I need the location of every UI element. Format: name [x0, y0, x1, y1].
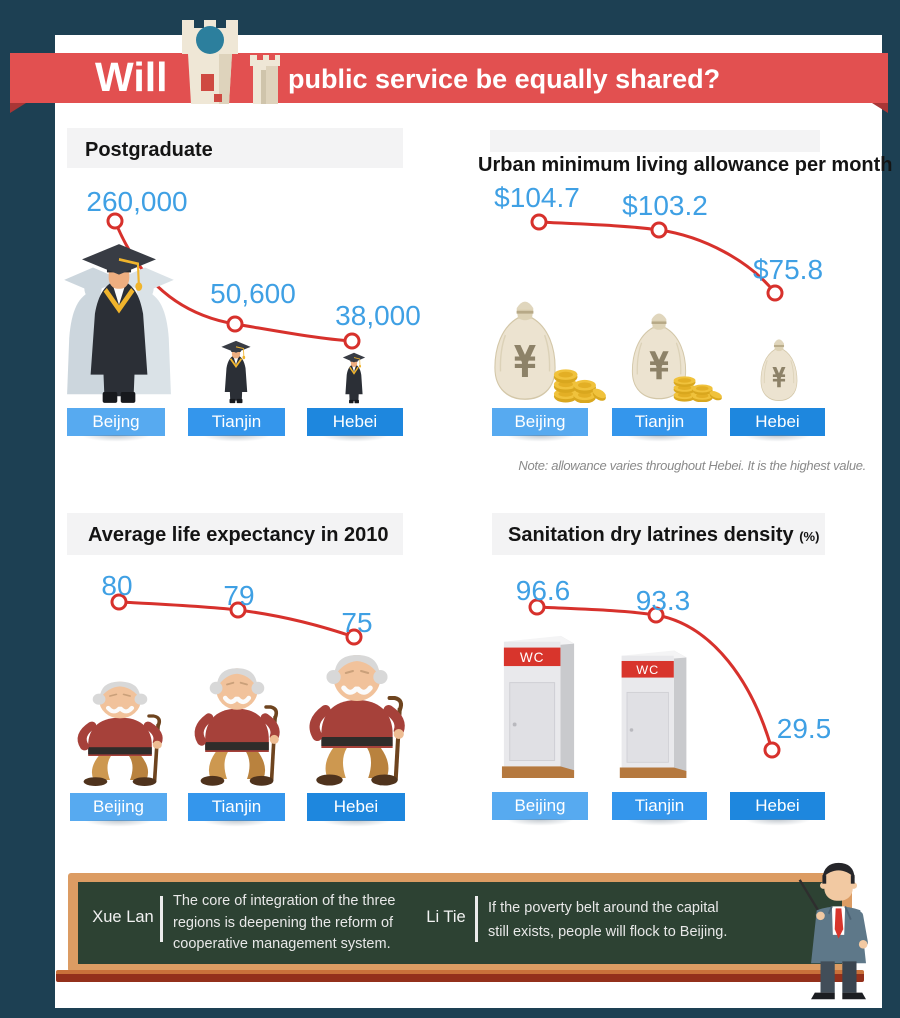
- money-bag-icon-small: [760, 338, 798, 402]
- quote-line: If the poverty belt around the capital: [488, 900, 719, 916]
- quote-divider: [475, 896, 478, 942]
- value-label: 260,000: [86, 186, 188, 217]
- castle-icon: [182, 20, 280, 104]
- value-label: 38,000: [335, 300, 421, 331]
- header-word-will: Will: [95, 54, 168, 100]
- value-label: 96.6: [515, 575, 571, 606]
- quote-line: The core of integration of the three: [173, 893, 396, 909]
- elderly-man-icon-medium: [187, 662, 287, 788]
- region-ribbon-tianjin: Tianjin: [612, 792, 707, 828]
- allowance-note: Note: allowance varies throughout Hebei.…: [518, 458, 866, 473]
- value-label: 29.5: [776, 713, 832, 744]
- value-label: $103.2: [622, 190, 708, 221]
- quote-line: cooperative management system.: [173, 936, 391, 952]
- quote-speaker: Li Tie: [426, 908, 466, 926]
- quote-speaker: Xue Lan: [92, 908, 154, 926]
- chalkboard-surface: Xue Lan The core of integration of the t…: [78, 882, 842, 964]
- panel-title-band: [490, 130, 820, 152]
- teacher-icon: [798, 862, 868, 1000]
- region-ribbon-tianjin: Tianjin: [188, 408, 285, 444]
- banner-fold-left: [10, 103, 26, 113]
- banner-fold-right: [872, 103, 888, 113]
- value-label: 93.3: [635, 585, 691, 616]
- quote-divider: [160, 896, 163, 942]
- region-ribbon-hebei: Hebei: [307, 408, 403, 444]
- money-bag-icon-large: [493, 300, 606, 403]
- graduate-icon-small: [220, 340, 252, 404]
- line-chart-sanitation: [528, 598, 781, 759]
- panel-postgraduate: Postgraduate 260,000 50,600 38,000 Beijn…: [64, 128, 421, 458]
- latrine-icon-small: [619, 650, 687, 778]
- money-bag-icon-medium: [631, 312, 722, 402]
- panel-allowance: Urban minimum living allowance per month…: [478, 128, 893, 480]
- panel-title-band: [67, 513, 403, 555]
- panel-title-unit: (%): [799, 529, 820, 544]
- elderly-man-icon-large: [301, 648, 413, 788]
- region-ribbon-beijing: Beijing: [70, 793, 167, 829]
- region-ribbon-hebei: Hebei: [730, 408, 825, 444]
- graduate-icon-large: [64, 242, 174, 405]
- panel-title-text: Sanitation dry latrines density: [508, 524, 794, 546]
- panel-life-expectancy: Average life expectancy in 2010 80 79 75…: [67, 513, 403, 833]
- quote-text: The core of integration of the three reg…: [173, 891, 423, 956]
- latrine-icon-large: [501, 635, 575, 778]
- panel-sanitation: Sanitation dry latrines density (%) 96.6…: [478, 513, 868, 833]
- line-chart-allowance: [530, 213, 784, 302]
- panel-title-band: [67, 128, 403, 168]
- value-label: 50,600: [210, 278, 296, 309]
- quote-text: If the poverty belt around the capital s…: [488, 896, 788, 944]
- elderly-man-icon-small: [70, 676, 170, 788]
- line-chart-postgraduate: [106, 212, 361, 350]
- value-label: $75.8: [752, 254, 824, 285]
- value-label: $104.7: [494, 182, 580, 213]
- region-ribbon-beijing: Beijing: [492, 792, 588, 828]
- panel-title: Urban minimum living allowance per month: [478, 154, 893, 176]
- value-label: 80: [101, 570, 133, 601]
- panel-title: Average life expectancy in 2010: [88, 524, 389, 546]
- line-chart-life-expectancy: [110, 593, 363, 646]
- panel-title: Sanitation dry latrines density (%): [508, 524, 819, 547]
- region-ribbon-tianjin: Tianjin: [188, 793, 285, 829]
- region-ribbon-hebei: Hebei: [307, 793, 405, 829]
- quote-line: regions is deepening the reform of: [173, 914, 394, 931]
- region-ribbon-beijing: Beijng: [67, 408, 165, 444]
- chalkboard-tray: [56, 970, 864, 982]
- value-label: 79: [223, 580, 255, 611]
- panel-title-band: [492, 513, 825, 555]
- page-title: public service be equally shared?: [288, 64, 721, 94]
- panel-title: Postgraduate: [85, 139, 213, 161]
- quote-line: still exists, people will flock to Beiji…: [488, 924, 728, 940]
- graduate-icon-smallest: [341, 352, 367, 404]
- region-ribbon-tianjin: Tianjin: [612, 408, 707, 444]
- header-banner: [10, 53, 888, 103]
- value-label: 75: [341, 607, 373, 638]
- region-ribbon-hebei: Hebei: [730, 792, 825, 828]
- region-ribbon-beijing: Beijing: [492, 408, 588, 444]
- chalkboard: Xue Lan The core of integration of the t…: [68, 873, 852, 972]
